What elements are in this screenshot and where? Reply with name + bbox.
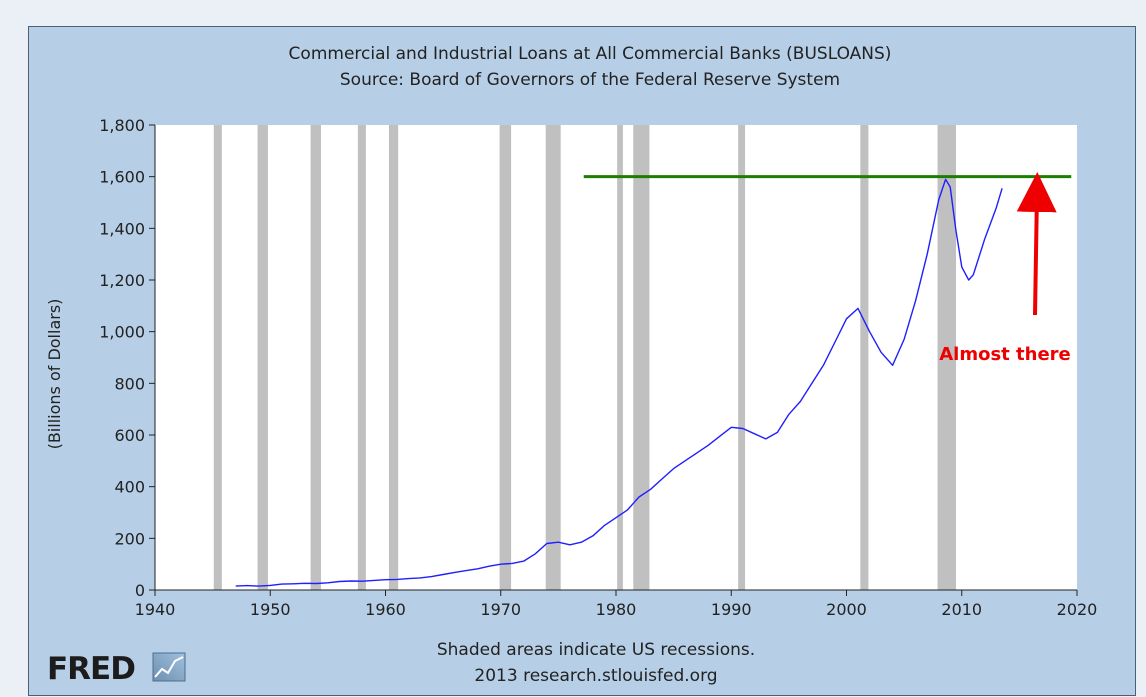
chart-frame: Commercial and Industrial Loans at All C… — [8, 8, 1138, 696]
plot-area — [155, 125, 1077, 590]
x-ticks: 1940 1950 1960 1970 1980 1990 2000 2010 2020 — [135, 590, 1098, 619]
y-axis-label: (Billions of Dollars) — [45, 299, 64, 450]
x-tick-label: 1950 — [250, 600, 291, 619]
y-ticks: 0 200 400 600 800 1,000 1,200 1,400 1,600 1,800 — [99, 116, 155, 600]
x-tick-label: 1940 — [135, 600, 176, 619]
annotation-label: Almost there — [939, 344, 1071, 365]
recession-band-11 — [860, 125, 869, 590]
recession-band-1 — [213, 125, 222, 590]
recession-band-10 — [738, 125, 746, 590]
recession-band-4 — [357, 125, 366, 590]
series-layer — [235, 178, 1003, 587]
chart-subtitle: Source: Board of Governors of the Federa… — [340, 70, 840, 90]
x-tick-label: 2000 — [826, 600, 867, 619]
fred-logo-graph-icon — [152, 652, 186, 682]
recession-band-7 — [545, 125, 561, 590]
recession-band-2 — [257, 125, 268, 590]
y-tick-label: 600 — [114, 426, 145, 445]
recession-band-3 — [310, 125, 321, 590]
y-tick-label: 200 — [114, 529, 145, 548]
chart-title: Commercial and Industrial Loans at All C… — [289, 44, 892, 64]
y-tick-label: 1,200 — [99, 271, 145, 290]
y-tick-label: 400 — [114, 478, 145, 497]
chart-svg: Commercial and Industrial Loans at All C… — [45, 44, 1098, 687]
y-tick-label: 800 — [114, 374, 145, 393]
recession-band-8 — [617, 125, 623, 590]
fred-logo-text: FRED — [47, 651, 135, 687]
recession-band-9 — [633, 125, 650, 590]
footer-line-2: 2013 research.stlouisfed.org — [474, 666, 717, 686]
y-tick-label: 0 — [135, 581, 145, 600]
x-tick-label: 2020 — [1057, 600, 1098, 619]
y-tick-label: 1,800 — [99, 116, 145, 135]
footer-line-1: Shaded areas indicate US recessions. — [437, 640, 755, 660]
annotation-arrow — [1016, 172, 1057, 316]
recession-band-5 — [388, 125, 399, 590]
chart-panel: Commercial and Industrial Loans at All C… — [28, 26, 1136, 696]
x-tick-label: 1980 — [596, 600, 637, 619]
x-tick-label: 1970 — [480, 600, 521, 619]
x-tick-label: 1960 — [365, 600, 406, 619]
recession-band-6 — [499, 125, 512, 590]
x-tick-label: 1990 — [711, 600, 752, 619]
series-line-1 — [235, 178, 1003, 587]
y-tick-label: 1,400 — [99, 219, 145, 238]
recession-band-12 — [937, 125, 956, 590]
recession-shading — [213, 125, 956, 590]
y-tick-label: 1,000 — [99, 323, 145, 342]
x-tick-label: 2010 — [941, 600, 982, 619]
y-tick-label: 1,600 — [99, 168, 145, 187]
